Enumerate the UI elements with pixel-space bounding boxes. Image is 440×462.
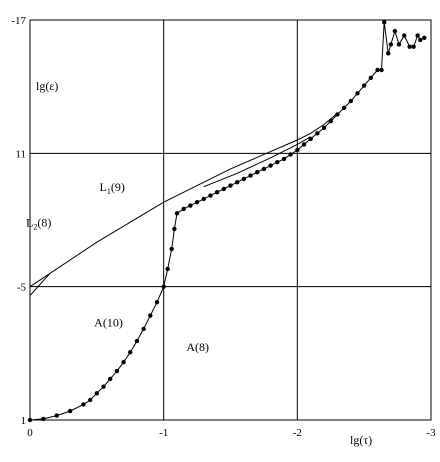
data-point	[121, 360, 126, 365]
data-point	[87, 397, 93, 403]
series-lines	[29, 22, 425, 421]
data-point	[214, 190, 220, 195]
data-point	[386, 51, 391, 56]
data-point	[172, 226, 177, 232]
x-axis-label: lg(τ)	[350, 433, 372, 447]
data-point	[308, 136, 313, 142]
y-tick-label-2: 11	[15, 148, 26, 160]
y-tick-label-1: -5	[17, 282, 27, 294]
data-point	[54, 413, 59, 418]
data-point	[315, 131, 320, 136]
data-point	[128, 350, 133, 355]
series-line-3	[29, 272, 51, 296]
data-point	[415, 33, 420, 38]
data-point	[295, 147, 300, 153]
data-point	[382, 20, 387, 25]
grid	[30, 20, 431, 420]
x-tick-label-1: -1	[159, 427, 168, 439]
x-tick-label-2: -2	[293, 427, 302, 439]
series-line-2	[203, 136, 311, 188]
data-point	[255, 170, 260, 175]
data-point	[341, 105, 347, 110]
data-point	[94, 391, 100, 396]
x-tick-label-0: 0	[27, 427, 33, 439]
data-point	[335, 112, 340, 117]
data-point	[114, 368, 120, 374]
data-point	[67, 408, 73, 414]
data-point	[402, 33, 407, 38]
data-point	[321, 125, 327, 130]
data-point	[154, 300, 160, 305]
data-point	[169, 246, 174, 252]
annotation-label-2: A(10)	[94, 316, 123, 330]
data-point	[174, 211, 180, 216]
data-point	[108, 376, 113, 382]
data-point	[248, 173, 253, 178]
annotation-label-0: L1(9)	[100, 180, 125, 196]
data-point	[379, 67, 384, 73]
data-point	[41, 416, 46, 422]
data-point	[141, 326, 146, 332]
data-point	[228, 183, 233, 188]
data-point	[194, 200, 200, 205]
data-point	[375, 67, 380, 73]
data-point	[208, 193, 213, 198]
data-point	[148, 313, 153, 318]
data-point	[411, 44, 416, 49]
plot-frame	[29, 19, 432, 421]
data-point	[418, 37, 423, 43]
data-point	[281, 156, 287, 162]
annotation-label-3: A(8)	[186, 340, 209, 354]
data-point	[165, 266, 170, 272]
y-axis-label: lg(ε)	[36, 79, 58, 93]
y-tick-label-0: 1	[21, 415, 27, 427]
data-point	[368, 75, 374, 80]
data-point	[101, 384, 106, 389]
data-point	[355, 91, 360, 96]
annotations: L1(9) L2(8) A(10) A(8)	[26, 180, 209, 354]
tick-labels: 0 -1 -2 -3 1 -5 11 -17	[11, 15, 436, 439]
data-point	[188, 203, 193, 208]
data-point	[134, 338, 140, 344]
data-point	[388, 42, 394, 47]
data-point	[348, 98, 353, 104]
data-point	[275, 160, 280, 165]
data-point	[81, 402, 86, 407]
series-markers	[27, 20, 427, 423]
data-point	[268, 163, 273, 168]
data-point	[392, 28, 398, 34]
data-point	[27, 417, 33, 423]
annotation-label-1: L2(8)	[26, 216, 51, 232]
data-point	[301, 142, 307, 147]
data-point	[361, 83, 367, 88]
data-point	[288, 152, 293, 157]
data-point	[181, 206, 186, 212]
data-point	[422, 35, 427, 40]
x-tick-label-3: -3	[426, 427, 436, 439]
data-point	[407, 44, 412, 49]
data-point	[221, 186, 227, 192]
data-point	[328, 118, 333, 124]
data-point	[396, 42, 402, 47]
data-point	[261, 166, 267, 172]
y-tick-label-3: -17	[11, 15, 26, 27]
data-point	[161, 284, 166, 289]
series-line-1	[29, 112, 338, 288]
data-point	[201, 196, 206, 202]
series-line-0	[29, 22, 425, 421]
data-point	[234, 180, 240, 185]
data-point	[241, 176, 247, 182]
